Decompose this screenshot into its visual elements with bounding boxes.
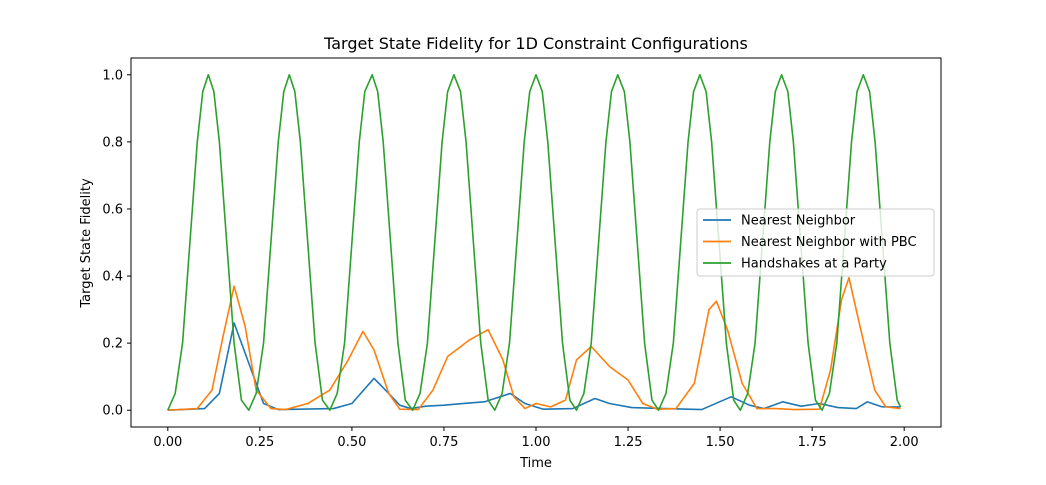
x-axis-title: Time [519, 456, 552, 471]
legend-box [696, 208, 935, 277]
x-tick-label: 1.75 [798, 435, 827, 450]
x-tick-label: 1.00 [522, 435, 551, 450]
series-line-3 [167, 73, 902, 412]
x-tick-label: 0.00 [153, 435, 182, 450]
x-tick-label: 1.50 [706, 435, 735, 450]
y-tick-label: 0.2 [102, 337, 123, 352]
y-tick-label: 1.0 [102, 68, 123, 83]
x-tick-label: 0.50 [337, 435, 366, 450]
legend-label-3: Handshakes at a Party [741, 257, 887, 272]
y-axis-title: Target State Fidelity [79, 178, 94, 309]
chart-title: Target State Fidelity for 1D Constraint … [323, 34, 748, 53]
legend: Nearest Neighbor Nearest Neighbor with PB… [696, 208, 935, 277]
x-tick-label: 1.25 [614, 435, 643, 450]
legend-label-1: Nearest Neighbor [741, 214, 856, 229]
x-tick-label: 0.25 [245, 435, 274, 450]
y-tick-label: 0.6 [102, 202, 123, 217]
series-line-1 [167, 322, 901, 412]
series-line-2 [167, 276, 901, 412]
y-tick-label: 0.0 [102, 404, 123, 419]
x-tick-label: 0.75 [429, 435, 458, 450]
x-axis-ticks: 0.00 0.25 0.50 0.75 1.00 1.25 1.50 1.75 2.00 [153, 427, 919, 450]
y-axis-ticks: 0.0 0.2 0.4 0.6 0.8 1.0 [102, 68, 131, 419]
y-tick-label: 0.8 [102, 135, 123, 150]
x-tick-label: 2.00 [890, 435, 919, 450]
legend-label-2: Nearest Neighbor with PBC [741, 235, 917, 250]
y-tick-label: 0.4 [102, 270, 123, 285]
